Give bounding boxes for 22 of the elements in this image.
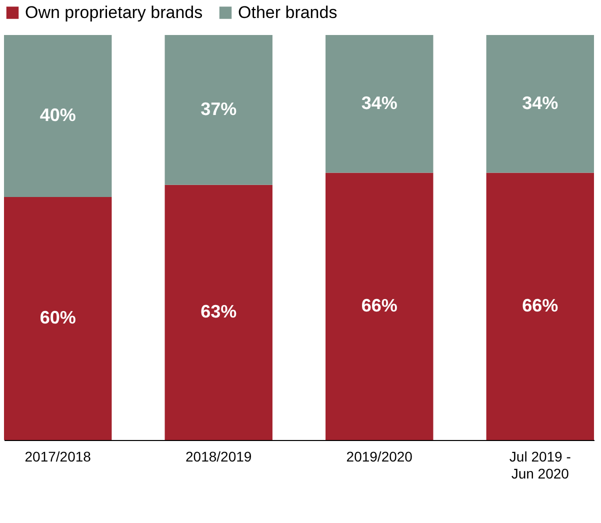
- data-label: 34%: [361, 92, 398, 113]
- x-tick-label: 2017/2018: [24, 448, 92, 464]
- data-label: 37%: [200, 98, 237, 119]
- bar: [164, 35, 272, 185]
- legend-label: Other brands: [238, 2, 338, 22]
- legend-label: Own proprietary brands: [25, 2, 203, 22]
- bar: [326, 35, 434, 173]
- bar: [164, 184, 272, 440]
- data-label: 60%: [40, 308, 76, 328]
- data-label: 34%: [522, 92, 558, 113]
- x-tick-label: Jul 2019 - Jun 2020: [509, 448, 572, 482]
- bar: [486, 35, 594, 173]
- data-label: 66%: [522, 295, 558, 316]
- x-tick-label: 2019/2020: [346, 448, 413, 464]
- bar: [326, 172, 434, 440]
- x-tick-label: 2018/2019: [186, 448, 252, 464]
- bar: [4, 35, 112, 197]
- data-label: 40%: [40, 105, 76, 125]
- bar: [486, 172, 594, 440]
- data-label: 66%: [361, 295, 398, 316]
- bar: [4, 197, 112, 440]
- data-label: 63%: [200, 301, 237, 322]
